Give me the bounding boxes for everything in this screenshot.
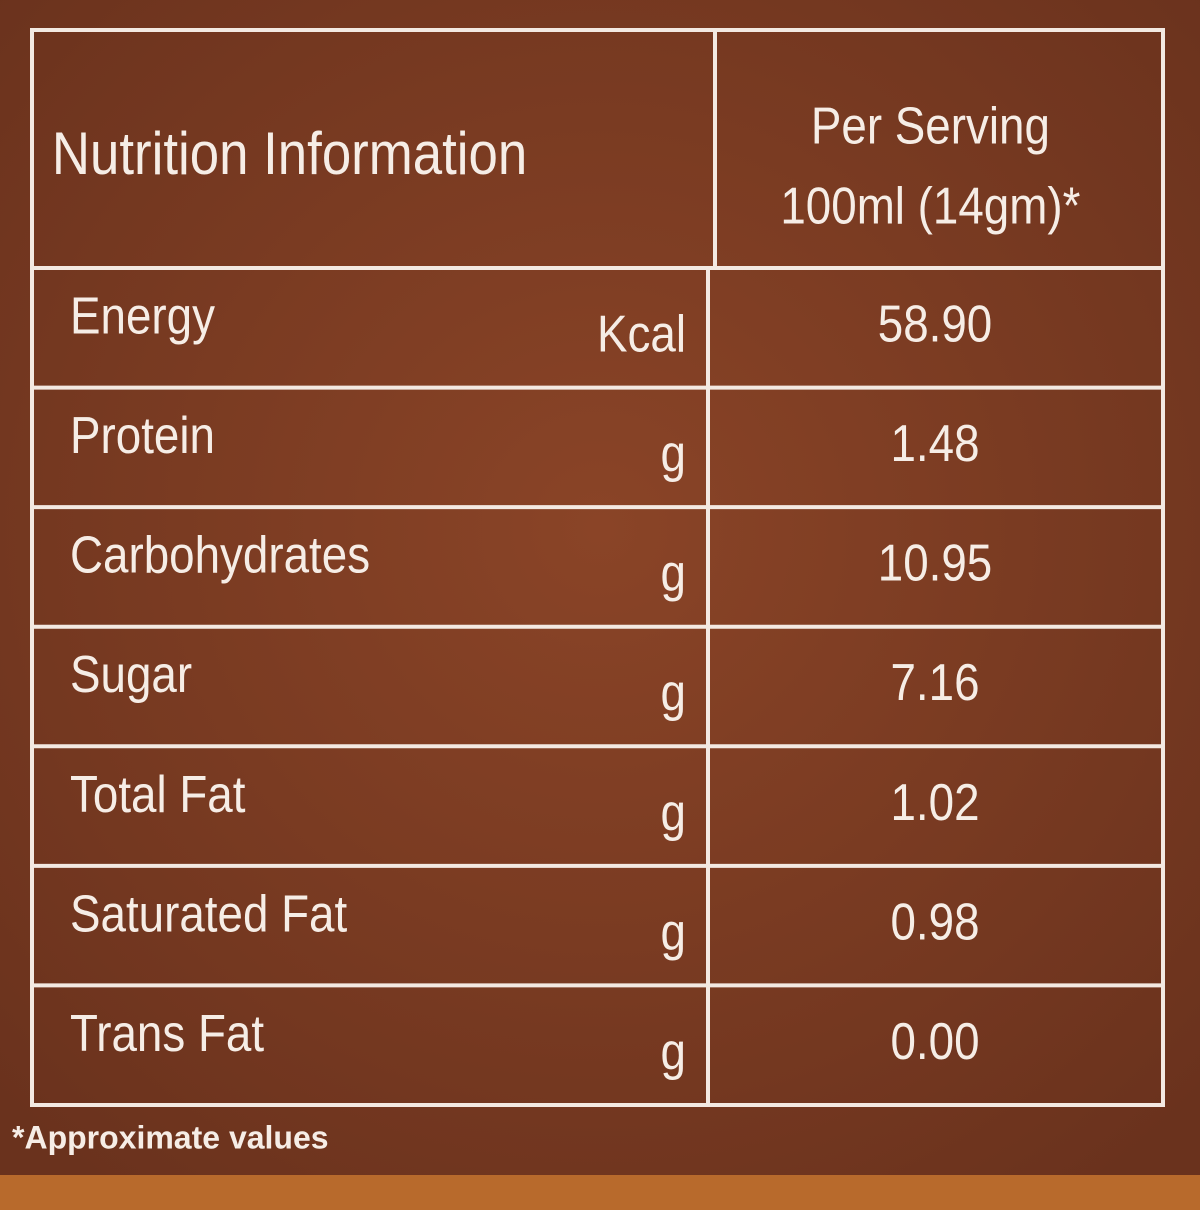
table-body: Energy Kcal 58.90 Protein g 1.48 Carbohydrates… bbox=[32, 268, 1163, 1105]
nutrient-value: 10.95 bbox=[878, 535, 992, 592]
nutrient-value: 0.00 bbox=[890, 1013, 979, 1070]
nutrient-value: 58.90 bbox=[878, 296, 992, 353]
nutrient-value: 1.48 bbox=[890, 415, 979, 472]
column-header: 100ml (14gm)* bbox=[780, 178, 1080, 235]
nutrient-value: 0.98 bbox=[890, 894, 979, 951]
nutrient-name: Total Fat bbox=[70, 766, 246, 823]
nutrient-name: Sugar bbox=[70, 647, 192, 704]
unit: g bbox=[661, 545, 686, 602]
bottom-band bbox=[0, 1175, 1200, 1210]
nutrient-name: Saturated Fat bbox=[70, 886, 348, 943]
nutrient-value: 7.16 bbox=[890, 655, 979, 712]
unit: g bbox=[661, 665, 686, 722]
nutrient-name: Protein bbox=[70, 407, 215, 464]
unit: g bbox=[661, 904, 686, 961]
background bbox=[0, 0, 1200, 1175]
footnote: *Approximate values bbox=[12, 1119, 329, 1155]
unit: g bbox=[661, 784, 686, 841]
table-title: Nutrition Information bbox=[52, 120, 527, 187]
unit: g bbox=[661, 1023, 686, 1080]
unit: g bbox=[661, 425, 686, 482]
nutrient-value: 1.02 bbox=[890, 774, 979, 831]
nutrient-name: Trans Fat bbox=[70, 1005, 264, 1062]
nutrient-name: Carbohydrates bbox=[70, 527, 370, 584]
unit: Kcal bbox=[597, 306, 686, 363]
column-header: Per Serving bbox=[811, 98, 1050, 155]
nutrient-name: Energy bbox=[70, 288, 215, 345]
table-border bbox=[30, 28, 1165, 1107]
